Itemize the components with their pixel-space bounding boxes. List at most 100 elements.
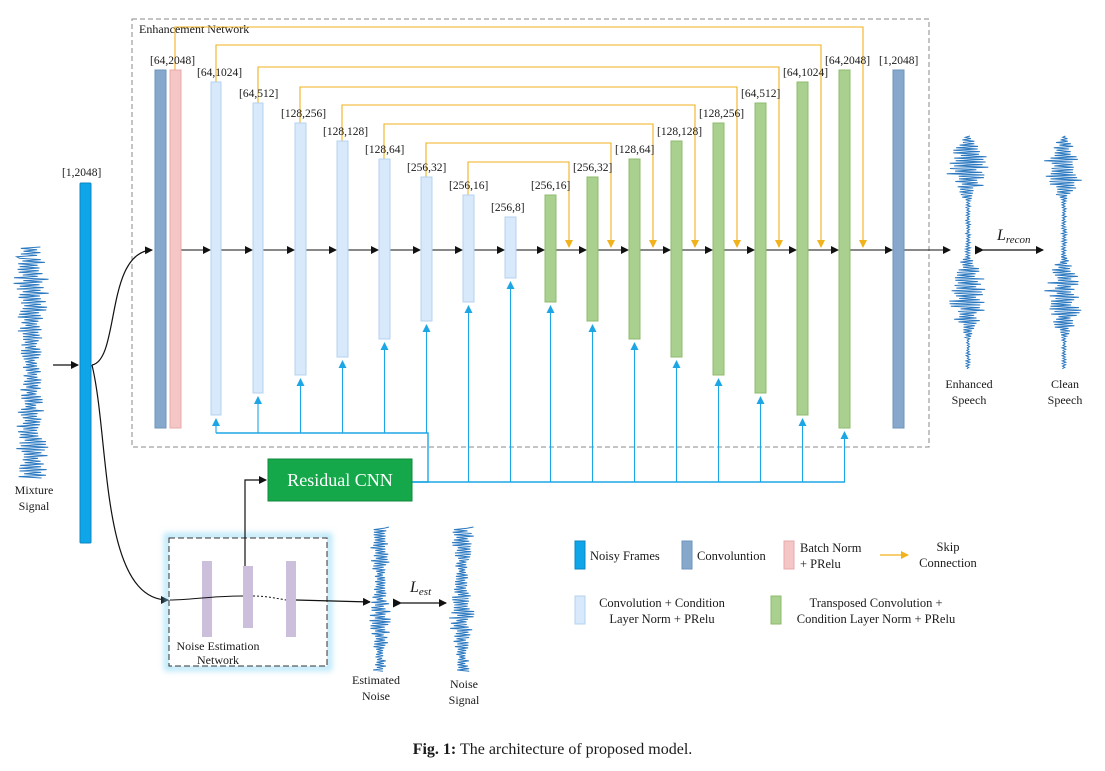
legend-tconv-cond-1: Transposed Convolution + <box>810 596 943 610</box>
enhanced-speech-waveform <box>946 135 989 370</box>
encoder-block-3 <box>294 122 307 376</box>
legend-conv-cond-swatch <box>574 595 586 625</box>
noise-est-output-arrow <box>295 597 371 606</box>
decoder-block-3 <box>628 158 641 340</box>
skip-connection-1 <box>174 26 867 248</box>
legend-batch-norm-swatch <box>783 540 795 570</box>
encoder-dim-3: [128,256] <box>281 108 326 120</box>
noise-signal-waveform <box>449 526 475 672</box>
dimension-labels: [64,2048][64,1024][64,512][128,256][128,… <box>150 55 918 214</box>
skip-connection-5 <box>341 104 699 248</box>
encoder-dim-7: [256,16] <box>449 180 488 192</box>
decoder-dim-4: [128,128] <box>657 126 702 138</box>
conv-input-block <box>154 69 167 429</box>
decoder-block-6 <box>754 102 767 394</box>
legend-batch-norm-1: Batch Norm <box>800 541 862 555</box>
decoder-block-5 <box>712 122 725 376</box>
legend-tconv-cond-swatch <box>770 595 782 625</box>
legend: Noisy Frames Convoluntion Batch Norm + P… <box>574 540 978 626</box>
legend-noisy-frames: Noisy Frames <box>590 549 660 563</box>
input-dim-label: [1,2048] <box>62 167 101 179</box>
noise-est-layer-1 <box>202 561 212 637</box>
condition-connections <box>212 281 849 483</box>
residual-cnn-label: Residual CNN <box>287 470 393 490</box>
noise-estimation-label-1: Noise Estimation <box>177 639 260 653</box>
residual-cnn-block <box>267 458 413 502</box>
enhanced-label-2: Speech <box>952 393 987 407</box>
noise-estimation-label-2: Network <box>197 653 239 667</box>
noise-est-flow-dotted <box>252 595 287 601</box>
skip-connection-4 <box>299 86 741 248</box>
encoder-dim-4: [128,128] <box>323 126 368 138</box>
batch-norm-block <box>169 69 182 429</box>
caption-text: The architecture of proposed model. <box>456 741 693 758</box>
enhancement-network-title: Enhancement Network <box>139 22 249 36</box>
legend-convolution-swatch <box>681 540 693 570</box>
decoder-dim-2: [256,32] <box>573 162 612 174</box>
enhanced-label-1: Enhanced <box>945 377 992 391</box>
noisy-frames-bar <box>79 182 92 544</box>
legend-tconv-cond-2: Condition Layer Norm + PRelu <box>797 612 956 626</box>
decoder-dim-6: [64,512] <box>741 88 780 100</box>
encoder-block-5 <box>378 158 391 340</box>
enhancement-network-box <box>131 18 930 448</box>
legend-convolution: Convoluntion <box>697 549 767 563</box>
encoder-block-2 <box>252 102 264 394</box>
mixture-waveform <box>13 246 49 479</box>
encoder-block-8 <box>504 216 517 279</box>
legend-noisy-frames-swatch <box>574 540 586 570</box>
legend-batch-norm-2: + PRelu <box>800 557 841 571</box>
legend-skip-1: Skip <box>937 540 960 554</box>
encoder-dim-5: [128,64] <box>365 144 404 156</box>
estimated-noise-label-1: Estimated <box>352 673 400 687</box>
clean-label-1: Clean <box>1051 377 1079 391</box>
output-dim-label: [1,2048] <box>879 55 918 67</box>
decoder-dim-5: [128,256] <box>699 108 744 120</box>
figure-caption: Fig. 1: The architecture of proposed mod… <box>0 741 1105 759</box>
network-blocks <box>154 69 905 429</box>
decoder-block-7 <box>796 81 809 416</box>
estimated-noise-waveform <box>369 526 391 672</box>
architecture-diagram: Enhancement Network [64,2048][64,1024][6… <box>13 18 1083 707</box>
mixture-label-1: Mixture <box>15 483 54 497</box>
to-noise-estimation-curve <box>91 364 169 604</box>
to-enhancement-curve <box>91 246 153 366</box>
encoder-dim-8: [256,8] <box>491 202 525 214</box>
decoder-block-2 <box>586 176 599 322</box>
noise-est-layer-2 <box>243 566 253 628</box>
recon-loss-sub: recon <box>1006 234 1031 246</box>
noise-to-residual-arrow <box>244 476 267 566</box>
encoder-block-6 <box>420 176 433 322</box>
clean-label-2: Speech <box>1048 393 1083 407</box>
recon-loss-main: L <box>996 227 1006 244</box>
decoder-dim-7: [64,1024] <box>783 67 828 79</box>
recon-loss-label: Lrecon <box>996 227 1031 246</box>
noise-estimation-glow <box>164 533 332 671</box>
noise-est-layer-3 <box>286 561 296 637</box>
decoder-block-1 <box>544 194 557 303</box>
estimated-noise-label-2: Noise <box>362 689 390 703</box>
decoder-block-8 <box>838 69 851 429</box>
legend-conv-cond-1: Convolution + Condition <box>599 596 726 610</box>
decoder-dim-1: [256,16] <box>531 180 570 192</box>
est-loss-main: L <box>409 579 419 596</box>
decoder-dim-3: [128,64] <box>615 144 654 156</box>
mixture-label-2: Signal <box>19 499 50 513</box>
skip-connection-6 <box>383 123 657 248</box>
encoder-dim-6: [256,32] <box>407 162 446 174</box>
skip-connection-3 <box>257 66 783 248</box>
caption-prefix: Fig. 1: <box>412 741 457 758</box>
decoder-dim-8: [64,2048] <box>825 55 870 67</box>
noise-signal-label-1: Noise <box>450 677 478 691</box>
legend-skip-2: Connection <box>919 556 977 570</box>
encoder-block-7 <box>462 194 475 303</box>
est-loss-sub: est <box>419 586 432 598</box>
skip-connection-2 <box>215 44 825 248</box>
legend-conv-cond-2: Layer Norm + PRelu <box>609 612 715 626</box>
encoder-dim-1: [64,1024] <box>197 67 242 79</box>
est-loss-label: Lest <box>409 579 432 598</box>
clean-speech-waveform <box>1044 135 1082 370</box>
decoder-block-4 <box>670 140 683 358</box>
conv-output-block <box>892 69 905 429</box>
skip-connections <box>174 26 867 248</box>
